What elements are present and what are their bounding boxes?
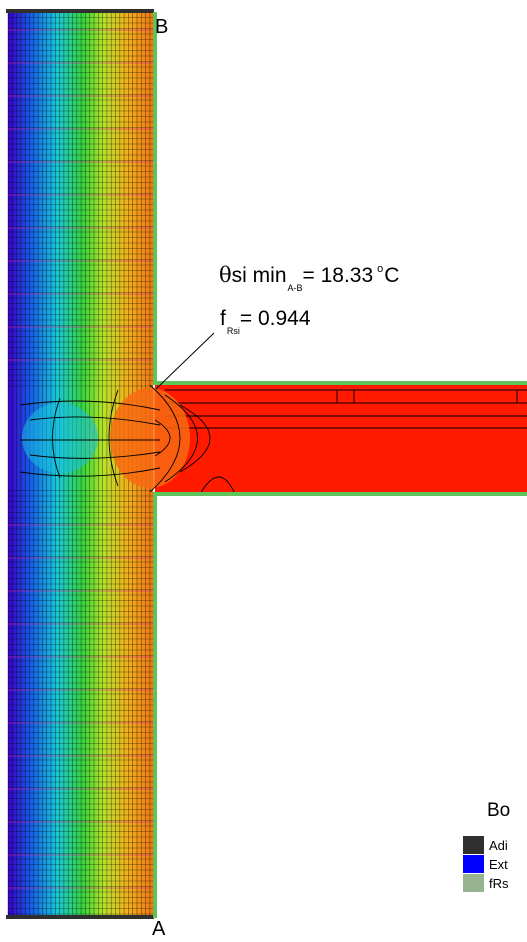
theta-si-min-annotation: θsi minA-B= 18.33 oC xyxy=(219,263,400,293)
f-subscript: Rsi xyxy=(226,326,240,336)
legend-item-exterior: Ext xyxy=(463,855,508,873)
f-value: = 0.944 xyxy=(239,307,311,330)
legend-label: Adi xyxy=(489,837,508,853)
slab xyxy=(155,383,527,494)
point-b-label: B xyxy=(155,16,169,38)
frsi-annotation: fRsi= 0.944 xyxy=(220,307,311,336)
legend-label: Ext xyxy=(489,856,508,872)
slab-layer-lines xyxy=(165,389,527,429)
adiabatic-boundary-top xyxy=(6,9,154,13)
f-label: f xyxy=(220,307,226,330)
legend-title: Bo xyxy=(487,800,511,821)
theta-label: si min xyxy=(231,264,287,287)
legend-item-adiabatic: Adi xyxy=(463,836,508,854)
legend-swatch xyxy=(463,855,484,873)
theta-symbol: θ xyxy=(219,263,232,287)
theta-unit: C xyxy=(384,264,400,287)
degree-symbol: o xyxy=(377,263,384,275)
adiabatic-boundary-bottom xyxy=(6,915,154,919)
point-a-label: A xyxy=(152,918,166,940)
legend-swatch xyxy=(463,874,484,892)
frsi-boundary-slab-top xyxy=(155,381,527,385)
frsi-boundary-wall-upper xyxy=(153,12,157,385)
frsi-boundary-wall-lower xyxy=(153,492,157,918)
junction-warm-zone xyxy=(110,388,190,488)
frsi-boundary-slab-bottom xyxy=(155,492,527,496)
legend-swatch xyxy=(463,836,484,854)
junction-mesh xyxy=(19,384,236,495)
theta-subscript: A-B xyxy=(287,283,303,293)
wall-layer-lines xyxy=(8,29,153,889)
annotation-leader-line xyxy=(155,332,215,390)
legend-item-frsi: fRs xyxy=(463,874,509,892)
junction-cool-zone xyxy=(22,403,98,473)
theta-value: = 18.33 xyxy=(302,264,374,287)
legend-label: fRs xyxy=(489,875,509,891)
